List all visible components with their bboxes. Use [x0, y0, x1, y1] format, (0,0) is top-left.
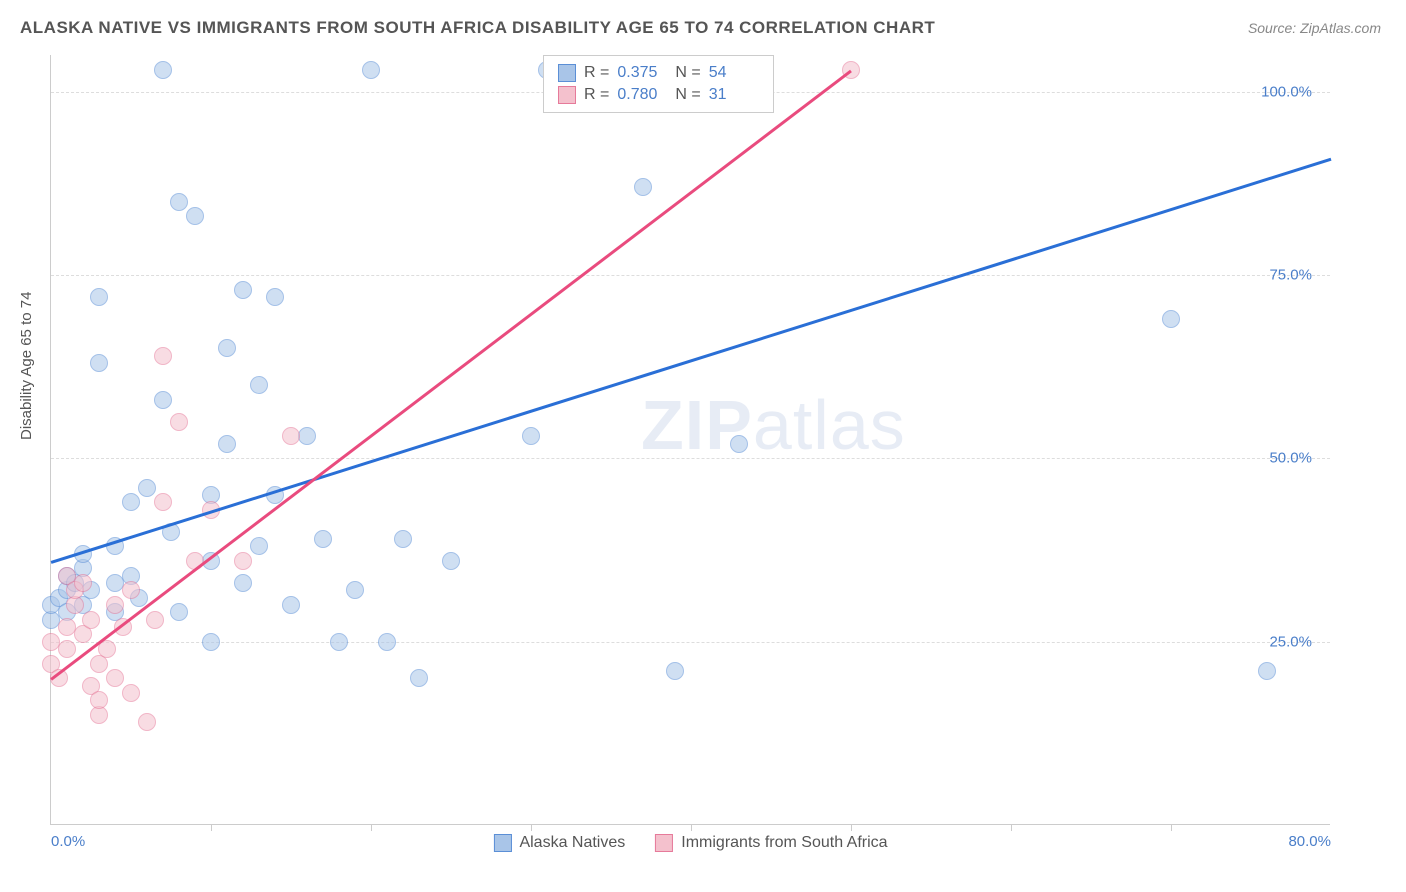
chart-source: Source: ZipAtlas.com [1248, 20, 1381, 36]
trend-line [51, 158, 1332, 564]
data-point [234, 281, 252, 299]
watermark: ZIPatlas [641, 385, 906, 465]
gridline [51, 642, 1330, 643]
data-point [250, 376, 268, 394]
y-axis-label: Disability Age 65 to 74 [18, 292, 35, 440]
trend-line [50, 70, 852, 681]
legend-r-label: R = [584, 64, 609, 82]
x-tick [531, 824, 532, 831]
data-point [90, 354, 108, 372]
data-point [234, 574, 252, 592]
data-point [154, 493, 172, 511]
data-point [410, 669, 428, 687]
data-point [1258, 662, 1276, 680]
chart-container: ALASKA NATIVE VS IMMIGRANTS FROM SOUTH A… [0, 0, 1406, 892]
legend-r-value: 0.780 [617, 86, 667, 104]
data-point [122, 493, 140, 511]
legend-stats: R = 0.375 N = 54 R = 0.780 N = 31 [543, 55, 774, 113]
data-point [346, 581, 364, 599]
x-tick [691, 824, 692, 831]
data-point [74, 574, 92, 592]
legend-n-label: N = [675, 64, 700, 82]
data-point [634, 178, 652, 196]
data-point [146, 611, 164, 629]
y-tick-label: 75.0% [1269, 267, 1312, 284]
legend-n-value: 31 [709, 86, 759, 104]
data-point [122, 684, 140, 702]
data-point [282, 427, 300, 445]
x-tick [211, 824, 212, 831]
data-point [1162, 310, 1180, 328]
data-point [394, 530, 412, 548]
data-point [90, 288, 108, 306]
data-point [266, 288, 284, 306]
legend-stats-row: R = 0.375 N = 54 [558, 62, 759, 84]
data-point [314, 530, 332, 548]
data-point [298, 427, 316, 445]
y-tick-label: 100.0% [1261, 83, 1312, 100]
x-tick [371, 824, 372, 831]
data-point [330, 633, 348, 651]
x-tick [1171, 824, 1172, 831]
legend-stats-row: R = 0.780 N = 31 [558, 84, 759, 106]
x-tick-label: 80.0% [1288, 833, 1331, 850]
data-point [58, 640, 76, 658]
data-point [362, 61, 380, 79]
data-point [154, 347, 172, 365]
legend-swatch [558, 86, 576, 104]
plot-area: ZIPatlas 25.0%50.0%75.0%100.0%0.0%80.0%R… [50, 55, 1330, 825]
chart-title: ALASKA NATIVE VS IMMIGRANTS FROM SOUTH A… [20, 18, 935, 38]
gridline [51, 458, 1330, 459]
y-tick-label: 50.0% [1269, 450, 1312, 467]
legend-swatch [655, 834, 673, 852]
data-point [170, 413, 188, 431]
gridline [51, 275, 1330, 276]
data-point [282, 596, 300, 614]
x-tick-label: 0.0% [51, 833, 85, 850]
data-point [106, 596, 124, 614]
legend-r-value: 0.375 [617, 64, 667, 82]
watermark-atlas: atlas [753, 386, 906, 464]
data-point [90, 691, 108, 709]
data-point [170, 603, 188, 621]
data-point [666, 662, 684, 680]
legend-series-label: Alaska Natives [519, 834, 625, 852]
x-tick [851, 824, 852, 831]
data-point [378, 633, 396, 651]
legend-swatch [558, 64, 576, 82]
data-point [122, 581, 140, 599]
legend-series-item: Alaska Natives [493, 834, 625, 852]
data-point [138, 479, 156, 497]
data-point [106, 669, 124, 687]
data-point [730, 435, 748, 453]
legend-series-label: Immigrants from South Africa [681, 834, 887, 852]
data-point [138, 713, 156, 731]
legend-n-value: 54 [709, 64, 759, 82]
legend-r-label: R = [584, 86, 609, 104]
legend-series: Alaska Natives Immigrants from South Afri… [493, 834, 887, 852]
legend-n-label: N = [675, 86, 700, 104]
data-point [250, 537, 268, 555]
data-point [234, 552, 252, 570]
x-tick [1011, 824, 1012, 831]
legend-swatch [493, 834, 511, 852]
data-point [218, 435, 236, 453]
data-point [202, 633, 220, 651]
data-point [442, 552, 460, 570]
data-point [170, 193, 188, 211]
data-point [154, 391, 172, 409]
legend-series-item: Immigrants from South Africa [655, 834, 887, 852]
data-point [82, 611, 100, 629]
y-tick-label: 25.0% [1269, 633, 1312, 650]
data-point [154, 61, 172, 79]
data-point [218, 339, 236, 357]
data-point [522, 427, 540, 445]
data-point [186, 207, 204, 225]
